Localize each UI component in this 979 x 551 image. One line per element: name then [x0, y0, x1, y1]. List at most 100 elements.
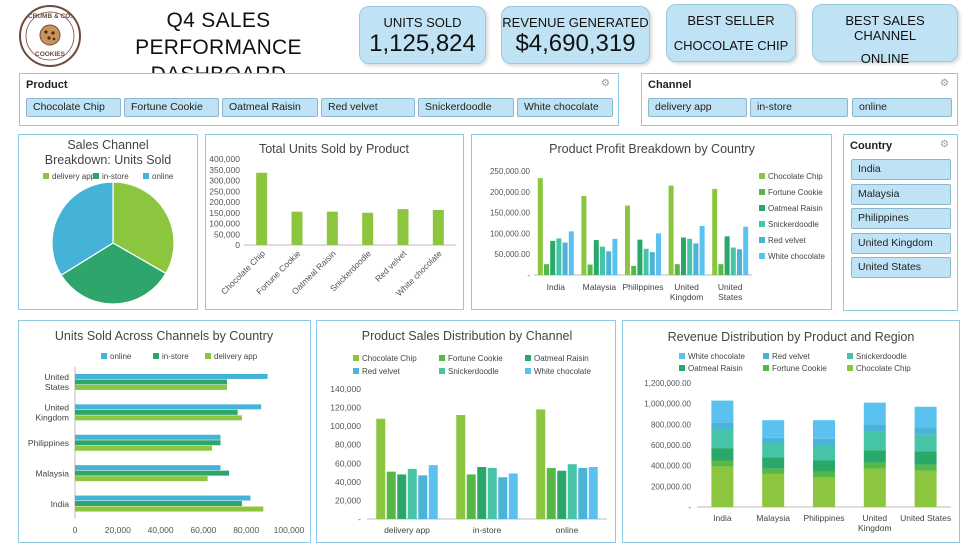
- y-tick-label: 100,000: [209, 219, 240, 229]
- chart-title: Product Sales Distribution by Channel: [362, 329, 573, 343]
- bar-philippines-red-velvet: [813, 438, 835, 445]
- legend-label-snickerdoodle: Snickerdoodle: [768, 220, 819, 229]
- bar-united-states-oatmeal-raisin: [724, 236, 730, 275]
- bar-india-snickerdoodle: [556, 238, 562, 275]
- y-tick-label: 300,000: [209, 176, 240, 186]
- x-tick-label: 100,000: [274, 525, 305, 535]
- channel-slicer-title: Channel: [648, 79, 692, 91]
- bar-united-kingdom-chocolate-chip: [668, 185, 674, 275]
- legend-swatch-online: [143, 173, 149, 179]
- bar-india-chocolate-chip: [537, 178, 543, 275]
- legend-swatch-chocolate-chip: [759, 173, 765, 179]
- country-chip-india[interactable]: India: [851, 159, 951, 180]
- legend-swatch-red-velvet: [759, 237, 765, 243]
- bar-philippines-delivery-app: [75, 445, 212, 451]
- kpi-best-channel-value: ONLINE: [860, 51, 910, 66]
- kpi-revenue-value: $4,690,319: [515, 30, 636, 57]
- product-chip-fortune-cookie[interactable]: Fortune Cookie: [124, 98, 219, 117]
- bar-united-kingdom-fortune-cookie: [863, 462, 886, 469]
- bar-philippines-chocolate-chip: [625, 205, 630, 275]
- bar-malaysia-chocolate-chip: [581, 195, 587, 275]
- profit-by-country-chart: Product Profit Breakdown by Country - 50,0…: [490, 142, 826, 302]
- bar-india-online: [75, 495, 251, 501]
- x-tick-label: Malaysia: [583, 282, 617, 292]
- revenue-by-region-panel: Revenue Distribution by Product and Regi…: [622, 320, 960, 543]
- bar-united-states-white-chocolate: [743, 226, 749, 275]
- legend-label-fortune-cookie: Fortune Cookie: [768, 188, 823, 197]
- bar-malaysia-snickerdoodle: [762, 443, 785, 458]
- bar-india-oatmeal-raisin: [550, 240, 556, 275]
- bar-malaysia-online: [75, 465, 221, 471]
- bar-in-store-snickerdoodle: [487, 467, 497, 519]
- bar-united-kingdom-in-store: [75, 409, 238, 415]
- company-logo: CRUMB & CO. COOKIES: [18, 4, 82, 68]
- y-tick-label: 250,000: [209, 186, 240, 196]
- legend-swatch-fortune-cookie: [439, 355, 445, 361]
- chart-title: Breakdown: Units Sold: [45, 153, 172, 167]
- bar-india-fortune-cookie: [711, 460, 734, 467]
- y-tick-label: Philippines: [28, 438, 69, 448]
- country-chip-philippines[interactable]: Philippines: [851, 208, 951, 229]
- bar-red-velvet: [397, 209, 409, 245]
- bar-philippines-white-chocolate: [813, 420, 835, 439]
- units-by-product-chart: Total Units Sold by Product 050,000100,00…: [209, 142, 456, 298]
- chart-title: Units Sold Across Channels by Country: [55, 329, 274, 343]
- channel-chip-delivery-app[interactable]: delivery app: [648, 98, 747, 117]
- bar-india-white-chocolate: [568, 231, 574, 275]
- country-slicer-title: Country: [850, 140, 893, 152]
- country-chip-united-kingdom[interactable]: United Kingdom: [851, 233, 951, 254]
- bar-malaysia-oatmeal-raisin: [593, 240, 599, 275]
- y-tick-label: Kingdom: [35, 413, 69, 423]
- product-chip-snickerdoodle[interactable]: Snickerdoodle: [418, 98, 514, 117]
- kpi-best-seller: BEST SELLER CHOCOLATE CHIP: [666, 4, 796, 62]
- legend-label-chocolate-chip: Chocolate Chip: [768, 172, 823, 181]
- bar-philippines-snickerdoodle: [813, 445, 835, 461]
- product-chip-chocolate-chip[interactable]: Chocolate Chip: [26, 98, 121, 117]
- profit-by-country-panel: Product Profit Breakdown by Country - 50,0…: [471, 134, 832, 310]
- legend-label-in-store: in-store: [162, 352, 189, 361]
- legend-swatch-chocolate-chip: [353, 355, 359, 361]
- y-tick-label: -: [358, 514, 361, 524]
- kpi-revenue: REVENUE GENERATED $4,690,319: [501, 6, 650, 64]
- product-slicer: Product ⚙︎ Chocolate Chip Fortune Cookie…: [19, 73, 619, 126]
- bar-in-store-oatmeal-raisin: [477, 467, 487, 519]
- country-chip-united-states[interactable]: United States: [851, 257, 951, 278]
- y-tick-label: 0: [235, 240, 240, 250]
- bar-delivery-app-white-chocolate: [428, 465, 438, 519]
- bar-philippines-online: [75, 434, 221, 440]
- y-tick-label: 250,000.00: [490, 167, 531, 176]
- y-tick-label: 1,200,000.00: [644, 379, 691, 388]
- kpi-best-seller-label: BEST SELLER: [687, 13, 775, 28]
- kpi-units-sold-value: 1,125,824: [369, 30, 476, 57]
- legend-label-online: online: [110, 352, 132, 361]
- country-chip-malaysia[interactable]: Malaysia: [851, 184, 951, 205]
- clear-filter-icon[interactable]: ⚙︎: [940, 78, 949, 89]
- legend-label-red-velvet: Red velvet: [362, 367, 401, 376]
- bar-malaysia-oatmeal-raisin: [762, 457, 785, 469]
- channel-chip-online[interactable]: online: [852, 98, 952, 117]
- bar-malaysia-red-velvet: [762, 437, 785, 444]
- channel-chip-in-store[interactable]: in-store: [750, 98, 848, 117]
- pie-slice-online: [51, 181, 114, 276]
- legend-swatch-chocolate-chip: [847, 365, 853, 371]
- clear-filter-icon[interactable]: ⚙︎: [601, 78, 610, 89]
- bar-white-chocolate: [432, 209, 444, 245]
- product-chip-oatmeal-raisin[interactable]: Oatmeal Raisin: [222, 98, 318, 117]
- x-tick-label: Red velvet: [373, 248, 409, 284]
- bar-united-kingdom-oatmeal-raisin: [863, 450, 886, 463]
- product-chip-white-chocolate[interactable]: White chocolate: [517, 98, 613, 117]
- bar-india-oatmeal-raisin: [711, 448, 734, 461]
- legend-label-oatmeal-raisin: Oatmeal Raisin: [534, 354, 589, 363]
- bar-in-store-white-chocolate: [508, 473, 518, 519]
- bar-united-states-delivery-app: [75, 384, 227, 390]
- x-tick-label: Philippines: [622, 282, 663, 292]
- bar-delivery-app-red-velvet: [418, 475, 428, 519]
- product-chip-red-velvet[interactable]: Red velvet: [321, 98, 415, 117]
- legend-label-fortune-cookie: Fortune Cookie: [772, 364, 827, 373]
- bar-philippines-oatmeal-raisin: [813, 460, 835, 472]
- y-tick-label: 150,000.00: [490, 209, 531, 218]
- clear-filter-icon[interactable]: ⚙︎: [940, 139, 949, 150]
- legend-label-oatmeal-raisin: Oatmeal Raisin: [768, 204, 823, 213]
- bar-online-oatmeal-raisin: [557, 470, 567, 519]
